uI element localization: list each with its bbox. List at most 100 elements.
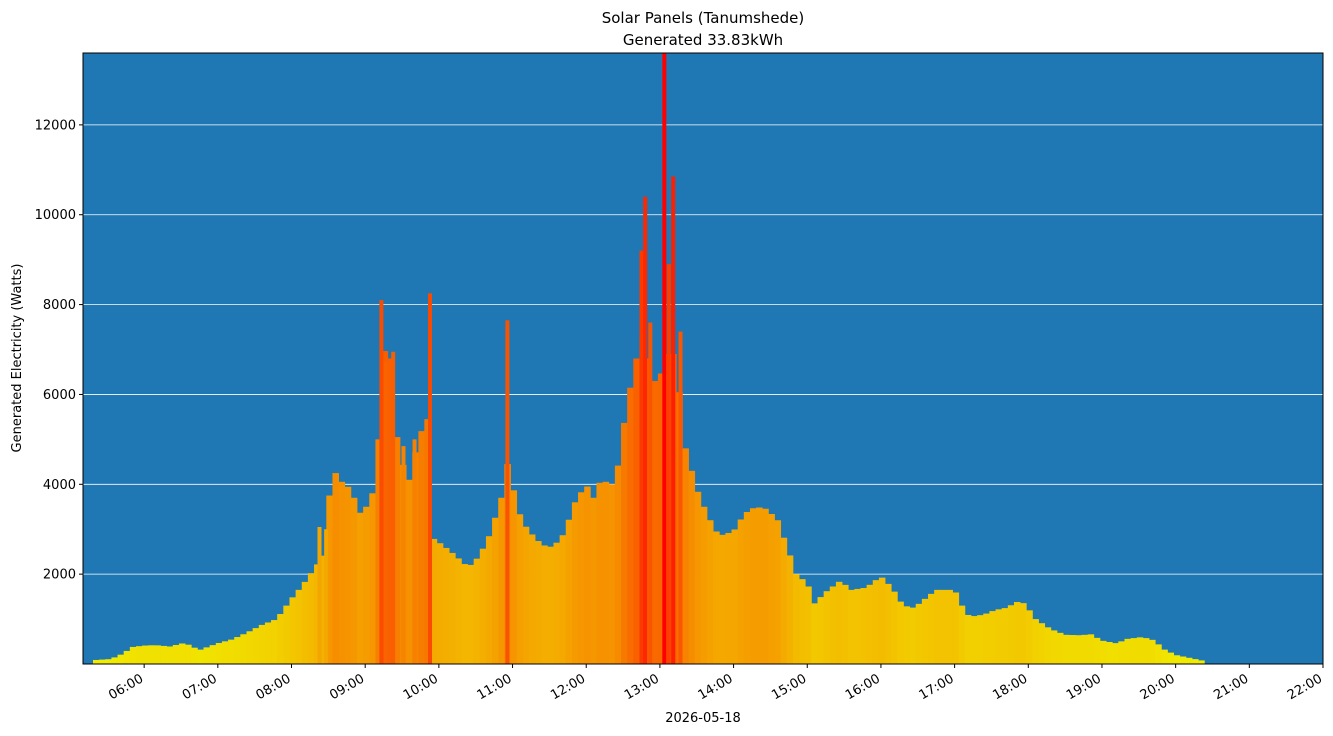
- power-bar: [258, 624, 266, 664]
- power-spike: [424, 419, 429, 664]
- x-tick-label: 12:00: [548, 671, 588, 703]
- power-bar: [442, 547, 450, 664]
- power-bar: [964, 614, 972, 664]
- x-tick-label: 13:00: [622, 671, 662, 703]
- power-bar: [571, 502, 579, 664]
- power-bar: [357, 512, 364, 664]
- power-bar: [970, 616, 978, 664]
- power-bar: [234, 637, 241, 664]
- power-bar: [479, 548, 487, 664]
- power-bar: [1124, 638, 1132, 664]
- power-bar: [559, 535, 567, 664]
- power-bar: [983, 613, 990, 664]
- power-bar: [228, 639, 235, 664]
- power-bar: [829, 586, 837, 664]
- power-bar: [467, 564, 475, 664]
- gridlines: [83, 124, 1323, 575]
- power-spike: [662, 53, 667, 664]
- power-bar: [621, 422, 628, 664]
- power-bar: [252, 628, 260, 664]
- x-tick-label: 17:00: [917, 671, 957, 703]
- power-bar: [1056, 632, 1064, 664]
- power-bar: [215, 642, 223, 664]
- power-bar: [946, 589, 953, 664]
- power-bar: [725, 532, 732, 664]
- x-ticks: 06:00 07:00 08:00 09:00 10:00 11:00 12:00 13:00…: [106, 664, 1325, 703]
- power-bar: [1136, 637, 1144, 664]
- power-bar: [344, 486, 352, 664]
- power-bar: [338, 481, 346, 664]
- power-bar: [596, 482, 603, 664]
- power-bar: [823, 591, 831, 664]
- power-bar: [1118, 641, 1125, 664]
- power-spike: [391, 351, 396, 664]
- power-bar: [934, 589, 941, 664]
- power-bar: [995, 609, 1003, 664]
- power-bar: [105, 659, 112, 664]
- power-bar: [1155, 644, 1162, 664]
- power-spike: [505, 320, 510, 664]
- power-bar: [700, 506, 708, 664]
- power-bar: [123, 650, 131, 664]
- power-bar: [209, 645, 217, 664]
- power-bar: [1075, 635, 1082, 664]
- x-tick-label: 07:00: [180, 671, 220, 703]
- y-ticks: 2000 4000 6000 8000 10000 12000: [35, 118, 83, 583]
- x-axis-label: 2026-05-18: [665, 711, 741, 726]
- power-bar: [897, 601, 904, 664]
- power-bar: [117, 654, 125, 664]
- power-bar: [320, 555, 327, 664]
- power-bar: [657, 373, 665, 664]
- power-bar: [1093, 637, 1101, 664]
- power-bar: [387, 358, 395, 664]
- power-bar: [633, 358, 640, 664]
- power-bar: [393, 437, 401, 664]
- power-bar: [915, 603, 923, 664]
- power-bar: [928, 593, 935, 664]
- power-bar: [1167, 652, 1175, 664]
- power-bar: [363, 506, 370, 664]
- x-tick-label: 20:00: [1138, 671, 1178, 703]
- power-bar: [277, 614, 284, 664]
- x-tick-label: 06:00: [106, 671, 146, 703]
- power-bar: [178, 643, 186, 664]
- power-bar: [1142, 638, 1150, 664]
- y-tick-label: 4000: [43, 478, 76, 493]
- power-bar: [584, 486, 591, 664]
- power-bar: [191, 647, 198, 664]
- power-bar: [713, 531, 720, 664]
- power-bar: [866, 584, 874, 664]
- x-tick-label: 16:00: [843, 671, 883, 703]
- power-bar: [547, 546, 554, 664]
- power-spike: [383, 362, 388, 664]
- power-bar: [295, 589, 303, 664]
- power-bar: [455, 558, 462, 664]
- power-bar: [608, 484, 616, 664]
- power-bar: [1038, 623, 1046, 664]
- power-bar: [498, 497, 505, 664]
- power-bar: [461, 564, 468, 664]
- power-spike: [317, 526, 322, 664]
- power-bar: [682, 448, 689, 664]
- power-bar: [1081, 634, 1089, 664]
- power-bar: [1179, 656, 1187, 664]
- power-bar: [307, 573, 315, 664]
- power-bar: [197, 649, 204, 664]
- power-bar: [430, 538, 438, 664]
- y-tick-label: 6000: [43, 388, 76, 403]
- power-bar: [528, 534, 536, 664]
- power-bar: [492, 517, 499, 664]
- power-bar: [688, 470, 696, 664]
- power-bar: [854, 588, 861, 664]
- power-bar: [271, 620, 278, 664]
- power-bar: [811, 603, 818, 664]
- power-bar: [1001, 608, 1009, 664]
- chart-title: Solar Panels (Tanumshede): [602, 9, 805, 27]
- chart-subtitle: Generated 33.83kWh: [623, 31, 783, 49]
- plot-frame: [82, 52, 1324, 665]
- x-tick-label: 21:00: [1211, 671, 1251, 703]
- power-bar: [958, 605, 966, 664]
- power-bar: [1087, 634, 1095, 664]
- power-bar: [522, 526, 530, 664]
